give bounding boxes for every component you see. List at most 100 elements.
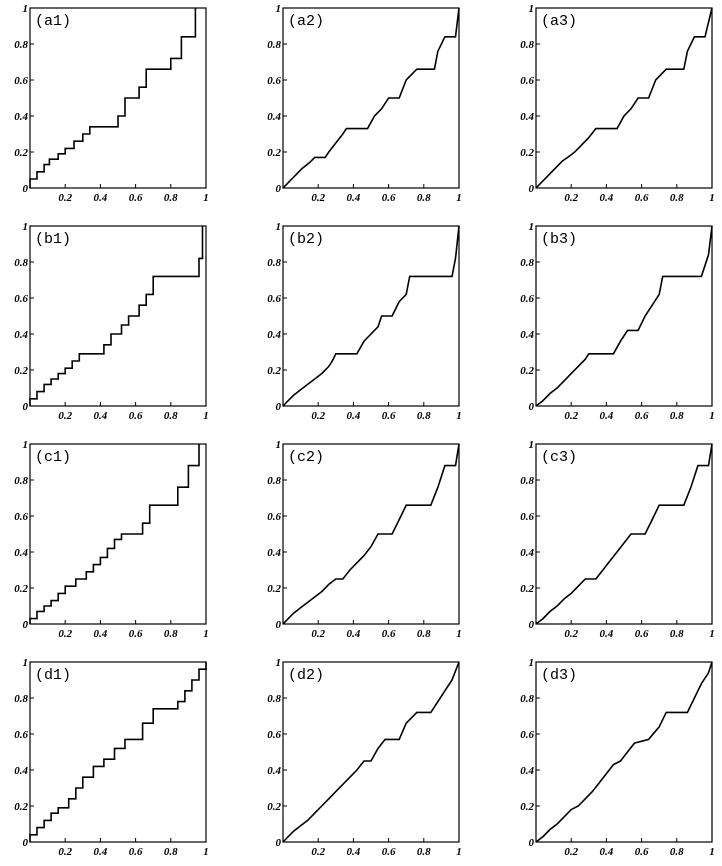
y-tick-label: 0.4: [14, 765, 28, 777]
y-tick-label: 1: [23, 439, 29, 451]
y-tick-label: 0: [23, 837, 29, 849]
x-tick-label: 0.4: [94, 410, 108, 422]
y-tick-label: 1: [529, 439, 535, 451]
y-tick-label: 0.4: [267, 329, 281, 341]
y-tick-label: 0.6: [267, 293, 281, 305]
x-tick-label: 0.4: [600, 192, 614, 204]
panel-a1: (a1) 0 0.2 0.4 0.6 0.8 1 0.2 0.4 0.6 0.8 1: [14, 3, 209, 204]
x-tick-label: 0.2: [58, 192, 72, 204]
plot-frame: [29, 7, 207, 189]
x-tick-label: 0.6: [129, 628, 143, 640]
x-tick-label: 1: [709, 410, 715, 422]
plot-frame: [282, 225, 460, 407]
x-tick-label: 1: [709, 628, 715, 640]
x-tick-label: 1: [709, 846, 715, 858]
x-tick-label: 1: [203, 628, 209, 640]
x-tick-label: 0.6: [382, 628, 396, 640]
x-tick-label: 0.4: [94, 628, 108, 640]
panel-a3: (a3) 0 0.2 0.4 0.6 0.8 1 0.2 0.4 0.6 0.8 1: [520, 3, 715, 204]
panel-d1: (d1) 0 0.2 0.4 0.6 0.8 1 0.2 0.4 0.6 0.8 1: [14, 657, 209, 858]
y-tick-label: 0: [276, 619, 282, 631]
x-tick-label: 0.6: [635, 192, 649, 204]
x-tick-label: 1: [456, 628, 462, 640]
x-tick-label: 0.6: [129, 410, 143, 422]
plot-frame: [535, 7, 713, 189]
y-tick-label: 0: [529, 619, 535, 631]
series-line: [29, 8, 197, 188]
plot-frame: [535, 443, 713, 625]
y-tick-label: 0.4: [267, 765, 281, 777]
y-tick-label: 0.4: [14, 547, 28, 559]
x-tick-label: 0.2: [58, 846, 72, 858]
y-tick-label: 0.8: [14, 39, 28, 51]
x-tick-label: 0.2: [564, 192, 578, 204]
panel-label: (d3): [541, 667, 577, 684]
panel-label: (a2): [288, 13, 324, 30]
x-tick-label: 0.8: [417, 410, 431, 422]
y-tick-label: 0.4: [14, 111, 28, 123]
y-tick-label: 0: [23, 183, 29, 195]
y-tick-label: 0.2: [520, 801, 534, 813]
plot-frame: [29, 443, 207, 625]
plot-frame: [29, 661, 207, 843]
x-tick-label: 1: [203, 192, 209, 204]
y-tick-label: 0.6: [520, 75, 534, 87]
panel-label: (c1): [35, 449, 71, 466]
y-tick-label: 0: [23, 619, 29, 631]
x-tick-label: 0.4: [94, 192, 108, 204]
y-tick-label: 0.8: [520, 257, 534, 269]
panel-c1: (c1) 0 0.2 0.4 0.6 0.8 1 0.2 0.4 0.6 0.8 1: [14, 439, 209, 640]
y-tick-label: 0.6: [267, 729, 281, 741]
x-tick-label: 0.8: [670, 410, 684, 422]
y-tick-label: 1: [276, 657, 282, 669]
y-tick-label: 0.2: [14, 365, 28, 377]
series-line: [535, 661, 713, 843]
x-tick-label: 0.4: [347, 846, 361, 858]
y-tick-label: 0.6: [14, 293, 28, 305]
y-tick-label: 0: [23, 401, 29, 413]
x-tick-label: 0.8: [164, 846, 178, 858]
plot-frame: [282, 661, 460, 843]
x-tick-label: 0.8: [670, 846, 684, 858]
panel-b3: (b3) 0 0.2 0.4 0.6 0.8 1 0.2 0.4 0.6 0.8 1: [520, 221, 715, 422]
y-tick-label: 0.8: [267, 693, 281, 705]
x-tick-label: 0.2: [564, 846, 578, 858]
panel-d3: (d3) 0 0.2 0.4 0.6 0.8 1 0.2 0.4 0.6 0.8 1: [520, 657, 715, 858]
x-tick-label: 0.2: [58, 410, 72, 422]
plot-frame: [282, 7, 460, 189]
y-tick-label: 0: [529, 837, 535, 849]
y-tick-label: 0: [276, 837, 282, 849]
plot-frame: [29, 225, 207, 407]
x-tick-label: 0.6: [382, 410, 396, 422]
panel-label: (c2): [288, 449, 324, 466]
series-line: [535, 225, 713, 407]
panel-b1: (b1) 0 0.2 0.4 0.6 0.8 1 0.2 0.4 0.6 0.8 1: [14, 221, 209, 422]
y-tick-label: 0.6: [267, 511, 281, 523]
y-tick-label: 0.2: [267, 147, 281, 159]
y-tick-label: 0.6: [520, 293, 534, 305]
y-tick-label: 0.8: [267, 39, 281, 51]
plot-frame: [535, 225, 713, 407]
x-tick-label: 0.6: [635, 628, 649, 640]
panel-grid: (a1) 0 0.2 0.4 0.6 0.8 1 0.2 0.4 0.6 0.8 1 (a2) 0 0.2 0…: [14, 3, 715, 858]
x-tick-label: 0.2: [311, 628, 325, 640]
y-tick-label: 0.4: [520, 547, 534, 559]
panel-c2: (c2) 0 0.2 0.4 0.6 0.8 1 0.2 0.4 0.6 0.8 1: [267, 439, 462, 640]
x-tick-label: 1: [456, 192, 462, 204]
x-tick-label: 0.6: [382, 846, 396, 858]
x-tick-label: 0.8: [670, 192, 684, 204]
panel-a2: (a2) 0 0.2 0.4 0.6 0.8 1 0.2 0.4 0.6 0.8 1: [267, 3, 462, 204]
series-line: [282, 7, 460, 189]
y-tick-label: 0.4: [14, 329, 28, 341]
x-tick-label: 0.6: [635, 846, 649, 858]
panel-label: (a3): [541, 13, 577, 30]
series-line: [282, 443, 460, 625]
x-tick-label: 0.2: [311, 846, 325, 858]
y-tick-label: 0.2: [14, 583, 28, 595]
x-tick-label: 0.8: [164, 410, 178, 422]
x-tick-label: 0.8: [417, 846, 431, 858]
panel-label: (b2): [288, 231, 324, 248]
y-tick-label: 0: [529, 401, 535, 413]
y-tick-label: 0.8: [14, 693, 28, 705]
